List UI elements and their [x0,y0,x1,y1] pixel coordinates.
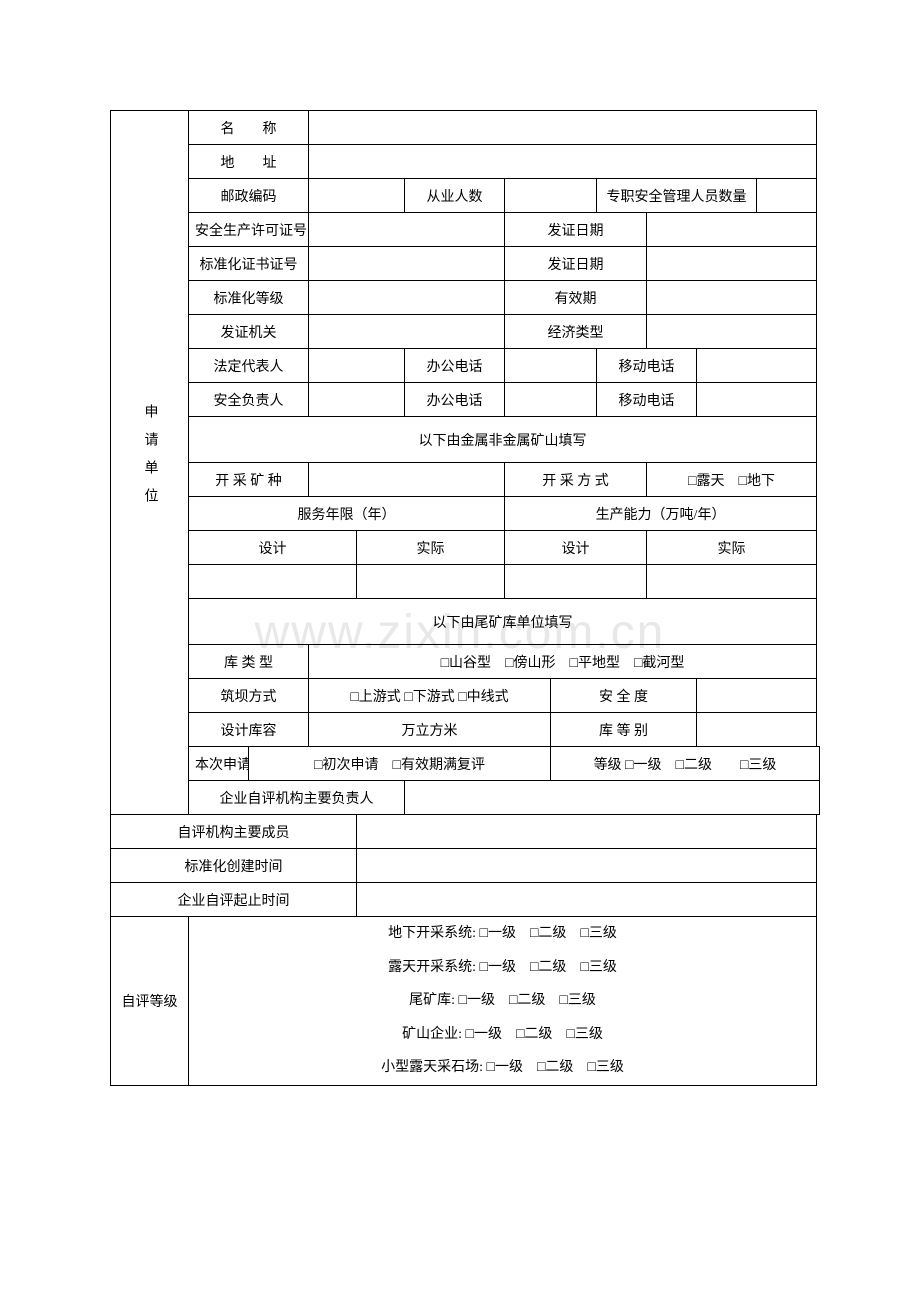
label-actual-1: 实际 [357,531,505,565]
label-eval-leader: 企业自评机构主要负责人 [189,781,405,815]
label-capacity: 生产能力（万吨/年） [505,497,817,531]
field-eval-members[interactable] [357,815,817,849]
field-issue-date-2[interactable] [647,247,817,281]
field-mine-method-opts[interactable]: □露天 □地下 [647,463,817,497]
label-eval-members: 自评机构主要成员 [111,815,357,849]
field-safety-officer[interactable] [309,383,405,417]
field-this-app-level[interactable]: 等级 □一级 □二级 □三级 [551,747,820,781]
field-design-2[interactable] [505,565,647,599]
label-office-phone-1: 办公电话 [405,349,505,383]
label-name: 名 称 [189,111,309,145]
self-eval-line-1: 露天开采系统: □一级 □二级 □三级 [195,951,810,985]
self-eval-line-4: 小型露天采石场: □一级 □二级 □三级 [195,1051,810,1085]
header-tailings: 以下由尾矿库单位填写 [189,599,817,645]
label-legal-rep: 法定代表人 [189,349,309,383]
label-design-1: 设计 [189,531,357,565]
label-dam-method: 筑坝方式 [189,679,309,713]
field-std-cert[interactable] [309,247,505,281]
field-postal[interactable] [309,179,405,213]
label-std-create-time: 标准化创建时间 [111,849,357,883]
label-safety-officer: 安全负责人 [189,383,309,417]
label-eval-period: 企业自评起止时间 [111,883,357,917]
label-store-class: 库 等 别 [551,713,697,747]
label-office-phone-2: 办公电话 [405,383,505,417]
field-office-phone-1[interactable] [505,349,597,383]
label-mine-type: 开 采 矿 种 [189,463,309,497]
label-employees: 从业人数 [405,179,505,213]
label-address: 地 址 [189,145,309,179]
section-label-applicant: 申请单位 [111,111,189,815]
field-design-cap-unit: 万立方米 [309,713,551,747]
field-eval-leader[interactable] [405,781,820,815]
label-this-app: 本次申请 [189,747,249,781]
field-std-level[interactable] [309,281,505,315]
application-form-table: 申请单位 名 称 地 址 邮政编码 从业人数 专职安全管理人员数量 安全生产许可… [110,110,820,1086]
field-actual-2[interactable] [647,565,817,599]
field-mobile-1[interactable] [697,349,817,383]
field-actual-1[interactable] [357,565,505,599]
field-dam-method-opts[interactable]: □上游式 □下游式 □中线式 [309,679,551,713]
field-issuer[interactable] [309,315,505,349]
label-postal: 邮政编码 [189,179,309,213]
label-issuer: 发证机关 [189,315,309,349]
field-legal-rep[interactable] [309,349,405,383]
label-econ-type: 经济类型 [505,315,647,349]
label-std-cert: 标准化证书证号 [189,247,309,281]
field-eval-period[interactable] [357,883,817,917]
field-std-create-time[interactable] [357,849,817,883]
label-mine-method: 开 采 方 式 [505,463,647,497]
label-safety-degree: 安 全 度 [551,679,697,713]
field-econ-type[interactable] [647,315,817,349]
field-address[interactable] [309,145,817,179]
field-safety-staff[interactable] [757,179,817,213]
field-store-type-opts[interactable]: □山谷型 □傍山形 □平地型 □截河型 [309,645,817,679]
field-design-1[interactable] [189,565,357,599]
label-issue-date-1: 发证日期 [505,213,647,247]
label-mobile-1: 移动电话 [597,349,697,383]
field-this-app-opts[interactable]: □初次申请 □有效期满复评 [249,747,551,781]
label-std-level: 标准化等级 [189,281,309,315]
header-mining: 以下由金属非金属矿山填写 [189,417,817,463]
label-design-2: 设计 [505,531,647,565]
label-design-cap: 设计库容 [189,713,309,747]
self-eval-line-2: 尾矿库: □一级 □二级 □三级 [195,984,810,1018]
self-eval-line-0: 地下开采系统: □一级 □二级 □三级 [195,917,810,951]
label-mobile-2: 移动电话 [597,383,697,417]
label-self-eval: 自评等级 [111,917,189,1086]
label-service-years: 服务年限（年） [189,497,505,531]
field-office-phone-2[interactable] [505,383,597,417]
field-issue-date-1[interactable] [647,213,817,247]
label-store-type: 库 类 型 [189,645,309,679]
label-valid-period: 有效期 [505,281,647,315]
field-self-eval-lines[interactable]: 地下开采系统: □一级 □二级 □三级 露天开采系统: □一级 □二级 □三级 … [189,917,817,1086]
field-mobile-2[interactable] [697,383,817,417]
field-safety-license[interactable] [309,213,505,247]
label-safety-staff: 专职安全管理人员数量 [597,179,757,213]
field-employees[interactable] [505,179,597,213]
label-actual-2: 实际 [647,531,817,565]
label-issue-date-2: 发证日期 [505,247,647,281]
field-safety-degree[interactable] [697,679,817,713]
self-eval-line-3: 矿山企业: □一级 □二级 □三级 [195,1018,810,1052]
label-safety-license: 安全生产许可证号 [189,213,309,247]
field-name[interactable] [309,111,817,145]
field-mine-type[interactable] [309,463,505,497]
field-store-class[interactable] [697,713,817,747]
field-valid-period[interactable] [647,281,817,315]
